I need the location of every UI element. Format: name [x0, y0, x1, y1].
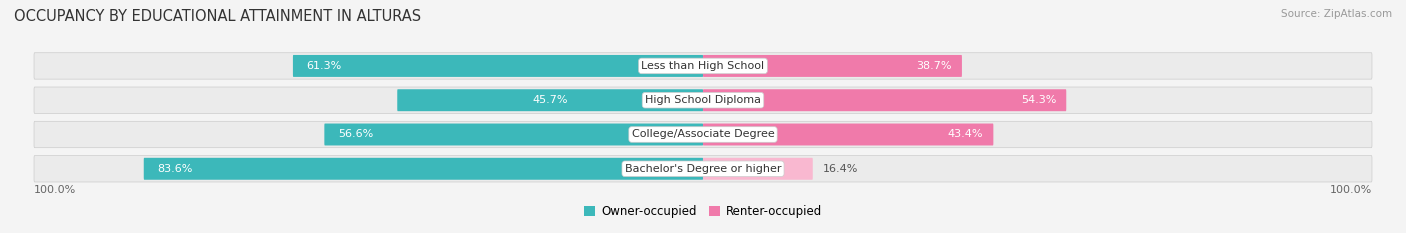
Text: 100.0%: 100.0% — [1330, 185, 1372, 195]
Text: 43.4%: 43.4% — [948, 130, 983, 140]
FancyBboxPatch shape — [34, 87, 1372, 113]
Text: Source: ZipAtlas.com: Source: ZipAtlas.com — [1281, 9, 1392, 19]
Text: 83.6%: 83.6% — [157, 164, 193, 174]
FancyBboxPatch shape — [703, 55, 962, 77]
FancyBboxPatch shape — [703, 123, 994, 145]
FancyBboxPatch shape — [703, 89, 1066, 111]
FancyBboxPatch shape — [398, 89, 703, 111]
Text: 38.7%: 38.7% — [917, 61, 952, 71]
Legend: Owner-occupied, Renter-occupied: Owner-occupied, Renter-occupied — [583, 205, 823, 218]
Text: OCCUPANCY BY EDUCATIONAL ATTAINMENT IN ALTURAS: OCCUPANCY BY EDUCATIONAL ATTAINMENT IN A… — [14, 9, 422, 24]
Text: Less than High School: Less than High School — [641, 61, 765, 71]
Text: 61.3%: 61.3% — [307, 61, 342, 71]
Text: College/Associate Degree: College/Associate Degree — [631, 130, 775, 140]
FancyBboxPatch shape — [34, 121, 1372, 148]
Text: 56.6%: 56.6% — [337, 130, 373, 140]
Text: 54.3%: 54.3% — [1021, 95, 1056, 105]
Text: Bachelor's Degree or higher: Bachelor's Degree or higher — [624, 164, 782, 174]
FancyBboxPatch shape — [292, 55, 703, 77]
FancyBboxPatch shape — [34, 53, 1372, 79]
Text: 100.0%: 100.0% — [34, 185, 76, 195]
Text: 45.7%: 45.7% — [533, 95, 568, 105]
FancyBboxPatch shape — [325, 123, 703, 145]
FancyBboxPatch shape — [34, 156, 1372, 182]
FancyBboxPatch shape — [703, 158, 813, 180]
Text: High School Diploma: High School Diploma — [645, 95, 761, 105]
FancyBboxPatch shape — [143, 158, 703, 180]
Text: 16.4%: 16.4% — [823, 164, 858, 174]
